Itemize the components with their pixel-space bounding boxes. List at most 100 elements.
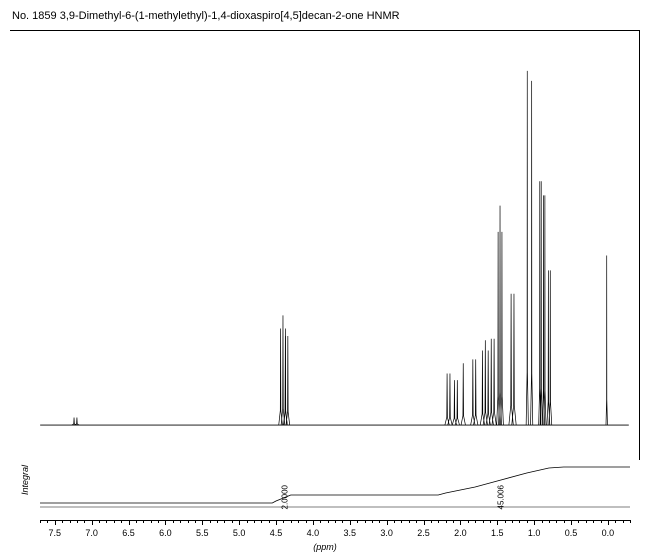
- axis-minor-tick: [446, 520, 447, 523]
- axis-minor-tick: [173, 520, 174, 523]
- axis-minor-tick: [210, 520, 211, 523]
- axis-tick: [387, 520, 388, 525]
- spectrum-plot: [10, 30, 640, 460]
- axis-minor-tick: [564, 520, 565, 523]
- axis-minor-tick: [62, 520, 63, 523]
- integral-curve: [10, 465, 640, 515]
- axis-minor-tick: [372, 520, 373, 523]
- axis-tick: [202, 520, 203, 525]
- axis-tick-label: 2.0: [454, 528, 467, 538]
- axis-minor-tick: [615, 520, 616, 523]
- axis-minor-tick: [512, 520, 513, 523]
- axis-minor-tick: [40, 520, 41, 523]
- axis-tick-label: 4.5: [270, 528, 283, 538]
- axis-minor-tick: [431, 520, 432, 523]
- axis-minor-tick: [217, 520, 218, 523]
- axis-minor-tick: [247, 520, 248, 523]
- axis-minor-tick: [401, 520, 402, 523]
- axis-minor-tick: [70, 520, 71, 523]
- spectrum-lines: [10, 31, 639, 460]
- axis-minor-tick: [335, 520, 336, 523]
- axis-tick: [239, 520, 240, 525]
- axis-minor-tick: [269, 520, 270, 523]
- axis-tick: [350, 520, 351, 525]
- axis-minor-tick: [527, 520, 528, 523]
- axis-tick: [165, 520, 166, 525]
- axis-minor-tick: [320, 520, 321, 523]
- axis-minor-tick: [151, 520, 152, 523]
- axis-minor-tick: [254, 520, 255, 523]
- axis-tick-label: 5.5: [196, 528, 209, 538]
- axis-minor-tick: [601, 520, 602, 523]
- axis-tick: [313, 520, 314, 525]
- axis-minor-tick: [453, 520, 454, 523]
- axis-minor-tick: [106, 520, 107, 523]
- axis-tick-label: 7.0: [85, 528, 98, 538]
- axis-minor-tick: [519, 520, 520, 523]
- axis-tick-label: 3.5: [343, 528, 356, 538]
- axis-minor-tick: [114, 520, 115, 523]
- axis-minor-tick: [490, 520, 491, 523]
- axis-minor-tick: [357, 520, 358, 523]
- axis-minor-tick: [549, 520, 550, 523]
- axis-minor-tick: [47, 520, 48, 523]
- axis-minor-tick: [623, 520, 624, 523]
- axis-tick-label: 5.0: [233, 528, 246, 538]
- axis-minor-tick: [475, 520, 476, 523]
- axis-minor-tick: [158, 520, 159, 523]
- axis-minor-tick: [232, 520, 233, 523]
- axis-tick: [92, 520, 93, 525]
- integral-value: 45.006: [496, 485, 505, 509]
- axis-minor-tick: [630, 520, 631, 523]
- integral-area: Integral 2.000045.006: [10, 465, 640, 515]
- axis-label: (ppm): [313, 542, 337, 552]
- axis-tick: [129, 520, 130, 525]
- axis-minor-tick: [505, 520, 506, 523]
- axis-minor-tick: [394, 520, 395, 523]
- axis-tick: [571, 520, 572, 525]
- axis-tick: [276, 520, 277, 525]
- axis-minor-tick: [84, 520, 85, 523]
- axis-tick: [534, 520, 535, 525]
- chart-title: No. 1859 3,9-Dimethyl-6-(1-methylethyl)-…: [12, 10, 400, 22]
- axis-tick-label: 1.5: [491, 528, 504, 538]
- axis-tick-label: 4.0: [307, 528, 320, 538]
- axis-minor-tick: [188, 520, 189, 523]
- axis-minor-tick: [121, 520, 122, 523]
- axis-minor-tick: [593, 520, 594, 523]
- axis-minor-tick: [542, 520, 543, 523]
- axis-tick: [497, 520, 498, 525]
- axis-tick-label: 1.0: [528, 528, 541, 538]
- axis-tick-label: 0.0: [602, 528, 615, 538]
- axis-minor-tick: [379, 520, 380, 523]
- axis-tick: [55, 520, 56, 525]
- axis-minor-tick: [180, 520, 181, 523]
- axis-tick-label: 6.5: [122, 528, 135, 538]
- axis-minor-tick: [556, 520, 557, 523]
- axis-minor-tick: [483, 520, 484, 523]
- axis-minor-tick: [342, 520, 343, 523]
- axis-tick-label: 3.0: [380, 528, 393, 538]
- axis-minor-tick: [306, 520, 307, 523]
- axis-minor-tick: [291, 520, 292, 523]
- axis-minor-tick: [77, 520, 78, 523]
- axis-minor-tick: [224, 520, 225, 523]
- axis-minor-tick: [416, 520, 417, 523]
- x-axis: 7.57.06.56.05.55.04.54.03.53.02.52.01.51…: [10, 520, 640, 555]
- axis-minor-tick: [298, 520, 299, 523]
- axis-minor-tick: [195, 520, 196, 523]
- axis-minor-tick: [438, 520, 439, 523]
- axis-tick-label: 6.0: [159, 528, 172, 538]
- axis-tick: [608, 520, 609, 525]
- axis-minor-tick: [143, 520, 144, 523]
- axis-tick: [424, 520, 425, 525]
- axis-tick-label: 2.5: [417, 528, 430, 538]
- axis-tick: [460, 520, 461, 525]
- axis-minor-tick: [586, 520, 587, 523]
- axis-minor-tick: [468, 520, 469, 523]
- axis-minor-tick: [578, 520, 579, 523]
- axis-minor-tick: [136, 520, 137, 523]
- axis-minor-tick: [261, 520, 262, 523]
- axis-minor-tick: [365, 520, 366, 523]
- axis-minor-tick: [409, 520, 410, 523]
